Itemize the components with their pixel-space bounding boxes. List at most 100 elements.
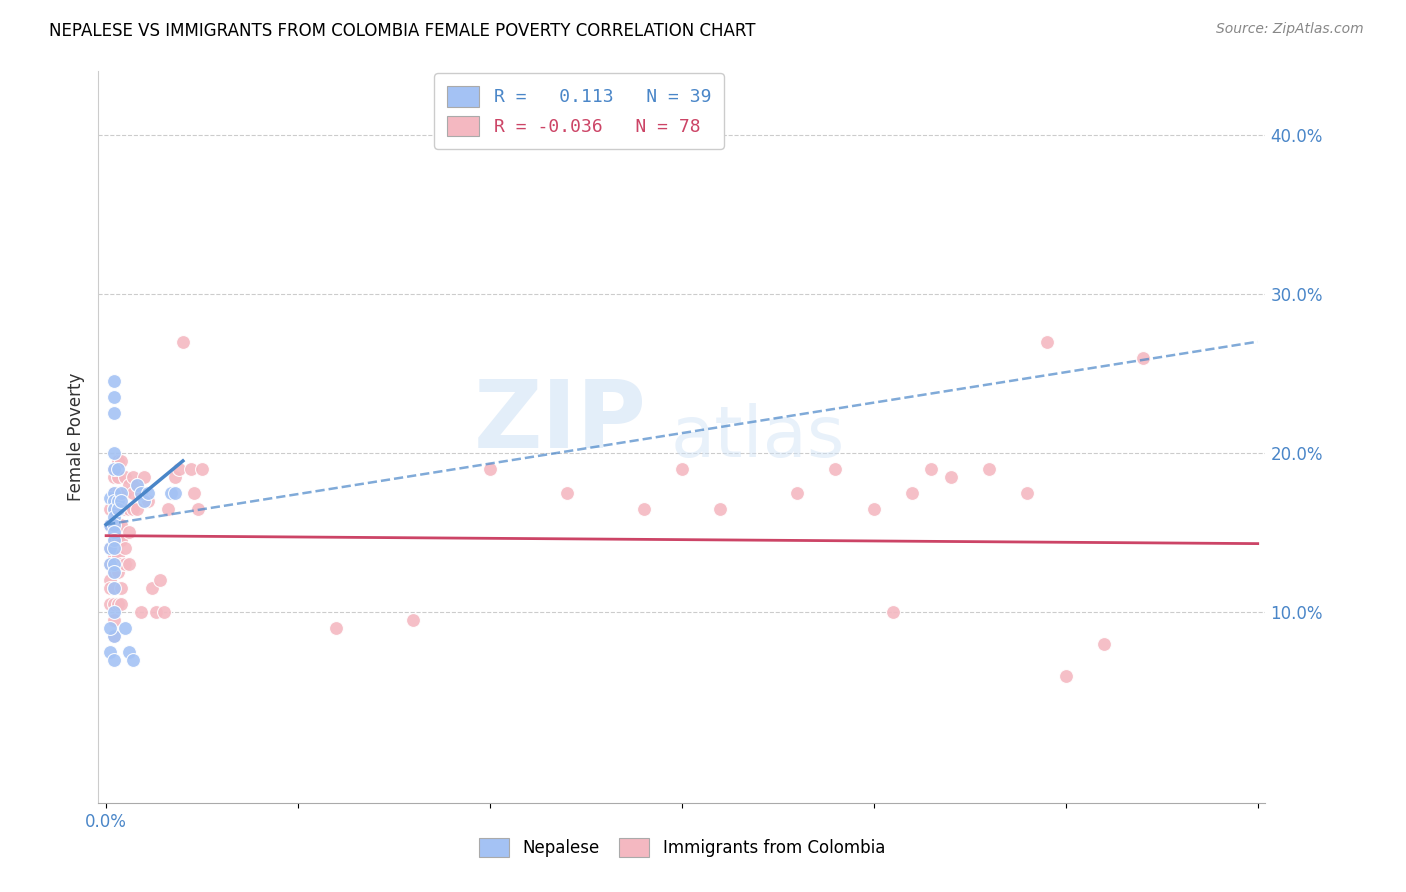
Point — [103, 581, 125, 595]
Point — [103, 549, 125, 564]
Legend: Nepalese, Immigrants from Colombia: Nepalese, Immigrants from Colombia — [472, 831, 891, 864]
Point — [977, 462, 1000, 476]
Point — [107, 501, 129, 516]
Point — [122, 501, 145, 516]
Point — [98, 541, 121, 556]
Point — [1054, 668, 1077, 682]
Point — [110, 581, 132, 595]
Point — [98, 558, 121, 572]
Point — [103, 390, 125, 404]
Point — [110, 493, 132, 508]
Point — [103, 375, 125, 389]
Point — [103, 517, 125, 532]
Point — [103, 446, 125, 460]
Point — [107, 566, 129, 580]
Point — [114, 621, 136, 635]
Point — [1092, 637, 1115, 651]
Point — [107, 549, 129, 564]
Point — [103, 605, 125, 619]
Point — [110, 558, 132, 572]
Point — [98, 581, 121, 595]
Point — [118, 525, 141, 540]
Point — [1035, 334, 1057, 349]
Point — [141, 581, 163, 595]
Point — [103, 462, 125, 476]
Point — [786, 485, 808, 500]
Point — [98, 517, 121, 532]
Point — [103, 597, 125, 611]
Point — [110, 533, 132, 548]
Point — [118, 645, 141, 659]
Point — [149, 573, 172, 587]
Point — [110, 597, 132, 611]
Point — [98, 558, 121, 572]
Point — [98, 501, 121, 516]
Point — [1017, 485, 1039, 500]
Point — [122, 470, 145, 484]
Point — [107, 501, 129, 516]
Point — [165, 470, 187, 484]
Point — [107, 597, 129, 611]
Point — [172, 334, 194, 349]
Point — [882, 605, 904, 619]
Point — [863, 501, 886, 516]
Point — [110, 501, 132, 516]
Point — [152, 605, 174, 619]
Point — [122, 653, 145, 667]
Point — [103, 653, 125, 667]
Point — [103, 566, 125, 580]
Point — [103, 629, 125, 643]
Point — [103, 485, 125, 500]
Point — [107, 462, 129, 476]
Point — [122, 485, 145, 500]
Point — [98, 517, 121, 532]
Point — [103, 462, 125, 476]
Point — [110, 517, 132, 532]
Point — [114, 558, 136, 572]
Point — [136, 485, 159, 500]
Point — [107, 493, 129, 508]
Point — [103, 581, 125, 595]
Point — [187, 501, 209, 516]
Point — [939, 470, 962, 484]
Text: NEPALESE VS IMMIGRANTS FROM COLOMBIA FEMALE POVERTY CORRELATION CHART: NEPALESE VS IMMIGRANTS FROM COLOMBIA FEM… — [49, 22, 755, 40]
Point — [118, 477, 141, 491]
Text: ZIP: ZIP — [474, 376, 647, 468]
Point — [114, 501, 136, 516]
Point — [1132, 351, 1154, 365]
Point — [125, 501, 148, 516]
Point — [671, 462, 693, 476]
Point — [98, 573, 121, 587]
Point — [709, 501, 731, 516]
Point — [103, 509, 125, 524]
Point — [114, 541, 136, 556]
Text: atlas: atlas — [671, 402, 845, 472]
Point — [98, 541, 121, 556]
Point — [110, 454, 132, 468]
Point — [103, 541, 125, 556]
Point — [156, 501, 179, 516]
Point — [118, 558, 141, 572]
Point — [107, 517, 129, 532]
Point — [103, 629, 125, 643]
Point — [824, 462, 846, 476]
Point — [129, 605, 152, 619]
Point — [103, 470, 125, 484]
Point — [110, 485, 132, 500]
Point — [920, 462, 942, 476]
Point — [555, 485, 578, 500]
Point — [103, 613, 125, 627]
Point — [478, 462, 501, 476]
Point — [103, 501, 125, 516]
Point — [118, 501, 141, 516]
Point — [901, 485, 924, 500]
Point — [103, 533, 125, 548]
Text: Source: ZipAtlas.com: Source: ZipAtlas.com — [1216, 22, 1364, 37]
Point — [145, 605, 167, 619]
Point — [103, 406, 125, 420]
Y-axis label: Female Poverty: Female Poverty — [66, 373, 84, 501]
Point — [125, 477, 148, 491]
Point — [103, 485, 125, 500]
Point — [103, 558, 125, 572]
Point — [191, 462, 214, 476]
